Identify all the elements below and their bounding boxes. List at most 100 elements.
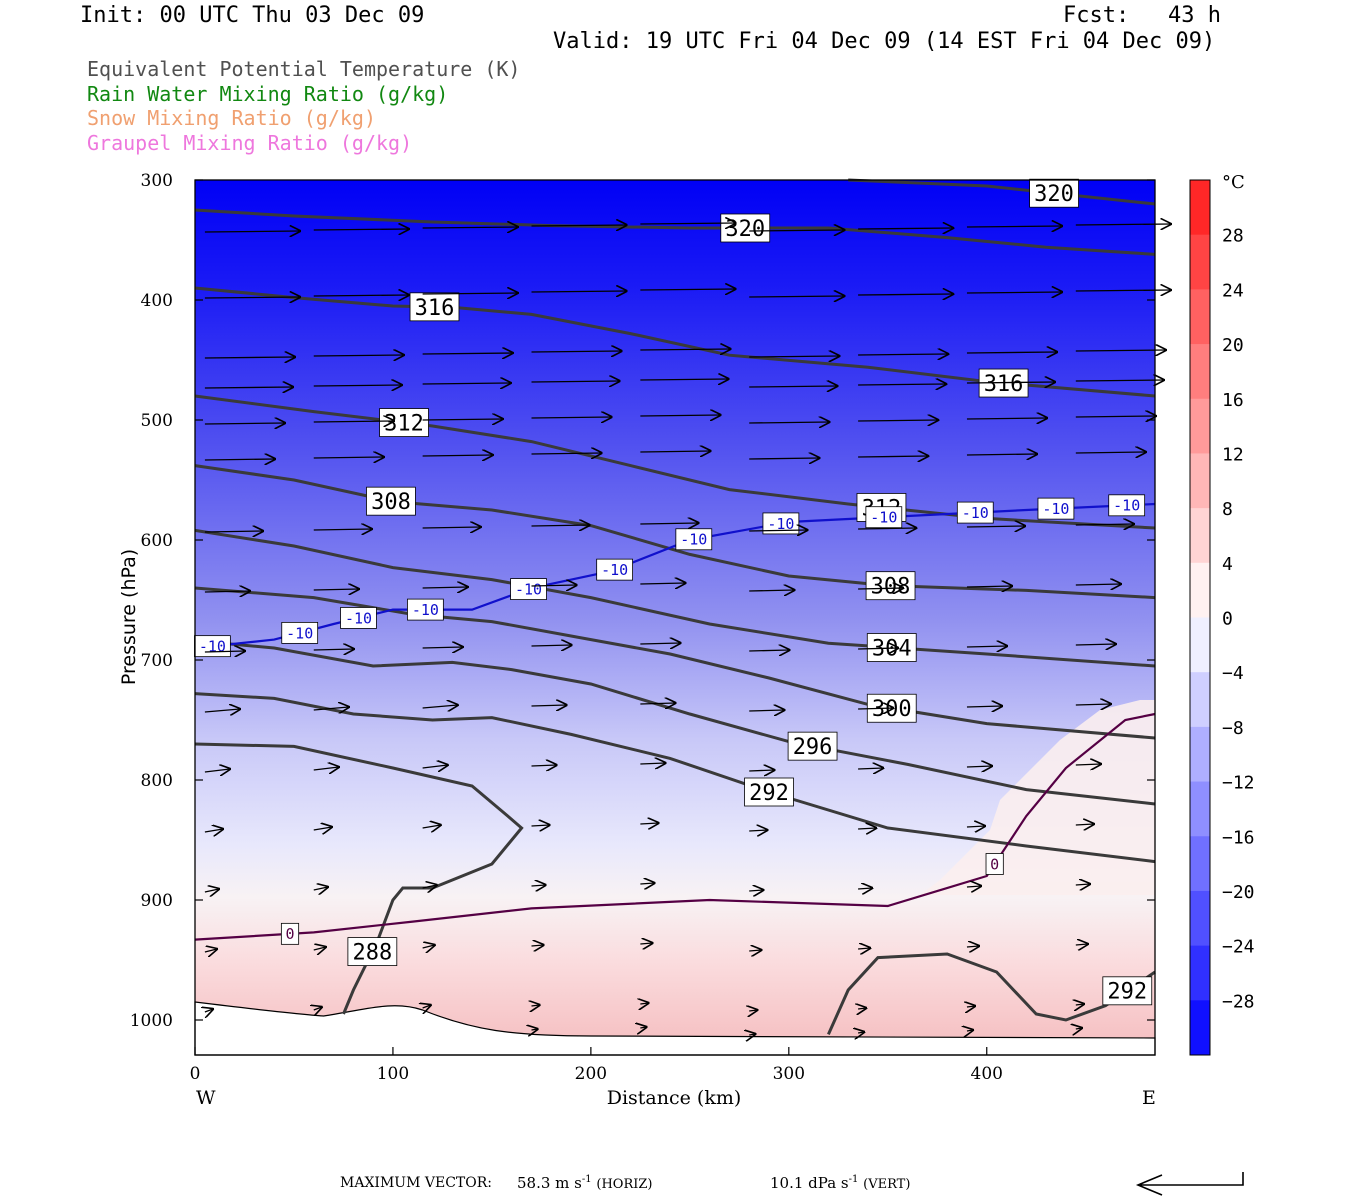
colorbar-tick-label: 12: [1222, 444, 1244, 465]
wind-vector: [531, 1005, 539, 1006]
contour-label-text: -10: [767, 515, 794, 533]
wind-vector: [422, 455, 493, 456]
colorbar-tick-label: −4: [1222, 663, 1244, 684]
wind-vector: [966, 526, 1025, 527]
wind-vector: [422, 383, 511, 384]
contour-label-box: [1037, 497, 1075, 520]
wind-vector: [1075, 584, 1121, 585]
contour-label-text: -10: [962, 504, 989, 522]
contour-label-text: -10: [601, 561, 628, 579]
wind-vector: [1075, 764, 1101, 765]
theta-e-contour: [194, 528, 1156, 668]
wind-vector: [313, 457, 384, 458]
wind-vector: [1075, 944, 1088, 945]
wind-vector: [967, 1030, 973, 1031]
legend-rain: Rain Water Mixing Ratio (g/kg): [87, 82, 449, 106]
contour-label-text: -10: [345, 609, 372, 627]
wind-vector: [749, 296, 844, 297]
y-tick-label: 600: [141, 531, 173, 551]
colorbar-swatch: [1190, 945, 1210, 1001]
wind-vector: [531, 885, 545, 886]
wind-vector: [531, 417, 611, 418]
wind-vector: [967, 1006, 975, 1007]
y-tick-label: 800: [141, 771, 173, 791]
x-axis-label: Distance (km): [607, 1087, 742, 1109]
contours: 3203203163163123123083083043002962922922…: [194, 178, 1156, 1036]
colorbar-swatch: [1190, 344, 1210, 400]
contour-label-box: [865, 506, 903, 529]
contour-label-box: [956, 501, 994, 524]
contour-label: -10: [956, 501, 994, 524]
contour-label-text: -10: [680, 531, 707, 549]
wind-vector: [531, 291, 626, 292]
wind-vector: [531, 1029, 537, 1030]
contour-label-text: 308: [371, 490, 411, 515]
wind-vector: [858, 294, 953, 295]
contour-label-text: 0: [990, 855, 999, 873]
contour-label-box: [281, 621, 319, 644]
wind-vector: [640, 349, 730, 350]
wind-vector: [749, 590, 794, 591]
wind-vector: [531, 381, 619, 382]
contour-label: -10: [596, 558, 633, 581]
wind-vector: [204, 387, 293, 388]
contour-label-text: -10: [1042, 500, 1069, 518]
y-tick-label: 700: [141, 651, 173, 671]
wind-vector: [966, 826, 985, 827]
x-tick-label: 0: [190, 1064, 201, 1084]
contour-label: 312: [379, 408, 429, 437]
wind-vector: [313, 767, 339, 770]
contour-label-text: 308: [871, 575, 911, 600]
wind-vector: [204, 889, 219, 892]
colorbar-tick-label: −8: [1222, 718, 1244, 739]
wind-vector: [640, 379, 728, 380]
wind-vector: [1075, 824, 1094, 825]
wind-vector: [313, 295, 409, 296]
wind-vector: [858, 888, 872, 889]
wind-vector: [858, 768, 883, 769]
contour-label: -10: [762, 512, 800, 535]
colorbar-tick-label: 8: [1222, 499, 1233, 520]
contour-label: 308: [865, 571, 916, 601]
terrain-surface: [194, 1001, 1156, 1056]
colorbar-tick-label: 0: [1222, 609, 1233, 630]
wind-vector: [966, 226, 1062, 227]
colorbar-tick-label: 4: [1222, 554, 1233, 575]
wind-vector: [640, 1027, 646, 1028]
wind-vector: [966, 418, 1047, 419]
contour-label-box: [1029, 178, 1079, 208]
colorbar-swatch: [1190, 1000, 1210, 1056]
wind-vector: [205, 1009, 213, 1012]
horiz-vector-value: 58.3 m s-1 (HORIZ): [517, 1174, 653, 1192]
wind-vector: [422, 227, 518, 228]
wind-vector: [858, 588, 903, 589]
wind-vector: [858, 384, 946, 385]
contour-label-box: [787, 731, 838, 761]
wind-vector: [1075, 416, 1156, 417]
wind-vector: [313, 355, 404, 356]
colorbar-swatch: [1190, 562, 1210, 618]
contour-label-box: [340, 607, 377, 629]
wind-vector: [422, 825, 441, 828]
colorbar-swatch: [1190, 781, 1210, 837]
wind-vector: [858, 528, 916, 529]
wind-vector: [749, 710, 784, 711]
legend-thetae: Equivalent Potential Temperature (K): [87, 57, 521, 81]
contour-label-box: [596, 558, 633, 581]
contour-label-text: 300: [872, 697, 912, 722]
colorbar: 28 24 20 16 12 8 4 0 −4 −8 −12 −16 −20 −24 −28: [1189, 179, 1255, 1056]
colorbar-swatch: [1190, 234, 1210, 290]
wind-vector: [531, 453, 601, 454]
wind-vector: [313, 529, 372, 530]
vert-value: 10.1 dPa s: [770, 1174, 849, 1192]
contour-label-text: 292: [1107, 980, 1147, 1005]
wind-vector: [422, 587, 468, 588]
wind-vector: [204, 531, 263, 532]
wind-vector: [858, 828, 876, 829]
legend-snow: Snow Mixing Ratio (g/kg): [87, 106, 376, 130]
wind-vector: [640, 415, 720, 416]
contour-label-box: [510, 578, 547, 600]
forecast-label: Fcst:: [1063, 3, 1130, 28]
colorbar-swatch: [1190, 453, 1210, 509]
theta-e-contour: [194, 586, 1156, 740]
